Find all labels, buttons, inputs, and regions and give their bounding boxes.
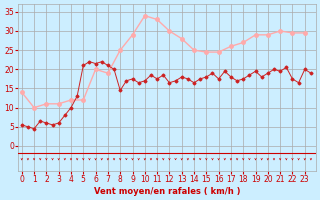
X-axis label: Vent moyen/en rafales ( km/h ): Vent moyen/en rafales ( km/h ) (94, 187, 240, 196)
